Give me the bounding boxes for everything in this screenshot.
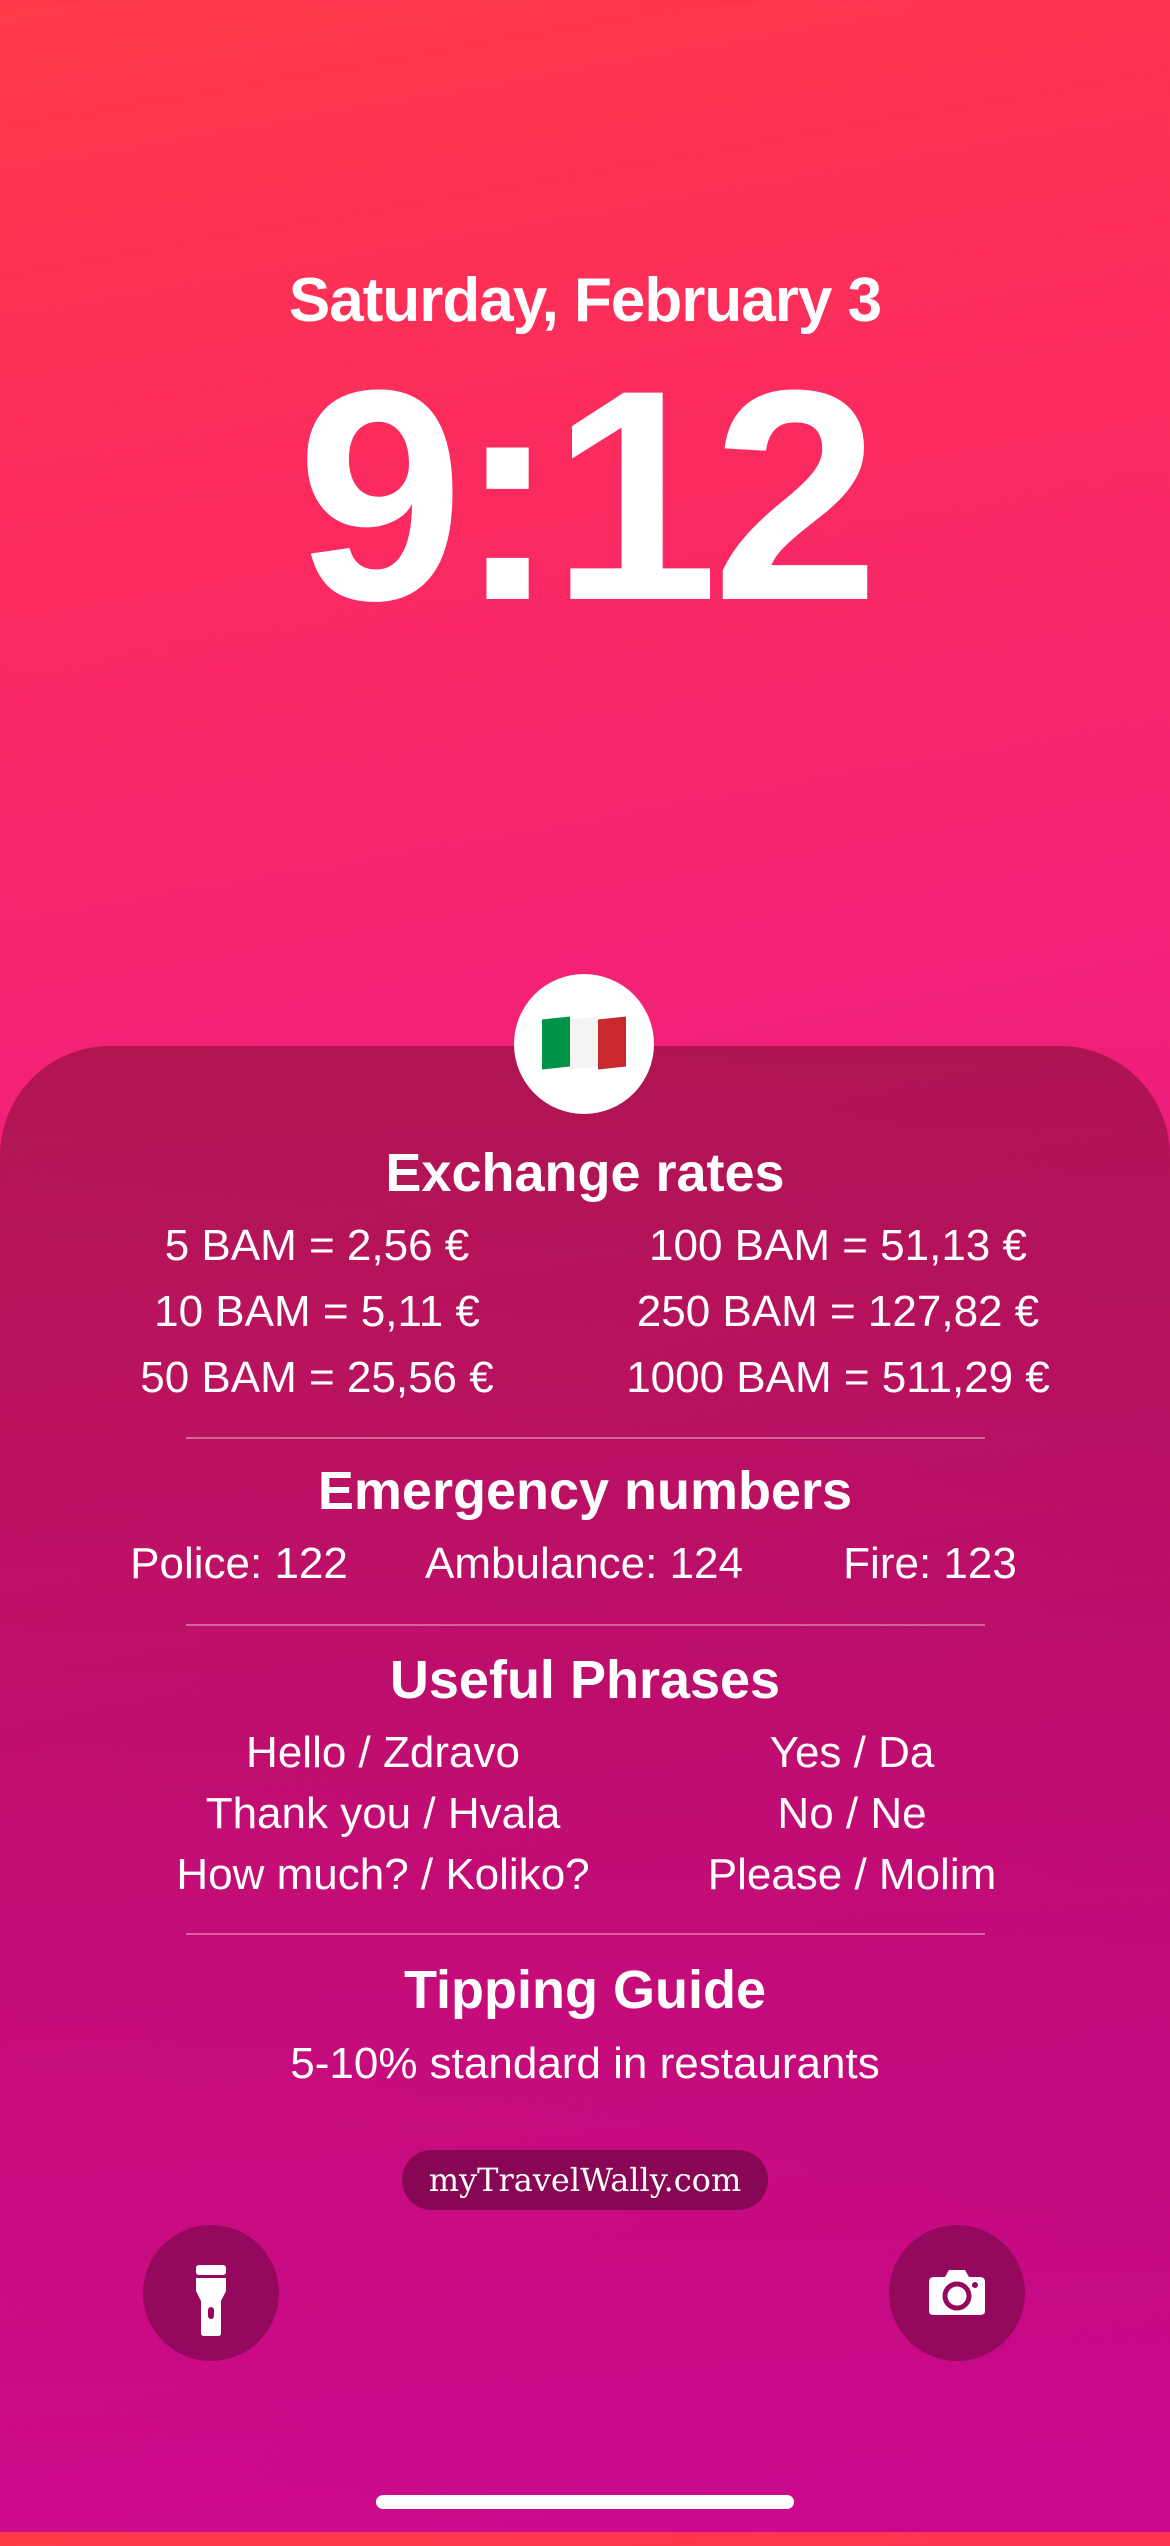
- phrase: No / Ne: [777, 1789, 927, 1838]
- phrase: How much? / Koliko?: [176, 1850, 590, 1899]
- divider: [186, 1933, 985, 1935]
- flashlight-button[interactable]: [143, 2225, 279, 2361]
- exchange-rate: 1000 BAM = 511,29 €: [626, 1353, 1050, 1402]
- lockscreen-time: 9:12: [296, 327, 879, 663]
- divider: [186, 1624, 985, 1626]
- camera-button[interactable]: [889, 2225, 1025, 2361]
- phrase: Thank you / Hvala: [205, 1789, 561, 1838]
- emergency-ambulance: Ambulance: 124: [425, 1539, 743, 1588]
- camera-icon: [929, 2270, 985, 2315]
- tipping-guide-title: Tipping Guide: [404, 1960, 766, 2020]
- exchange-rate: 5 BAM = 2,56 €: [164, 1221, 470, 1270]
- exchange-rate: 100 BAM = 51,13 €: [649, 1221, 1027, 1270]
- divider: [186, 1437, 985, 1439]
- flashlight-icon: [196, 2265, 226, 2336]
- emergency-police: Police: 122: [130, 1539, 348, 1588]
- emergency-numbers-title: Emergency numbers: [317, 1461, 853, 1521]
- exchange-rate: 250 BAM = 127,82 €: [636, 1287, 1040, 1336]
- phrase: Please / Molim: [707, 1850, 997, 1899]
- phrase: Hello / Zdravo: [246, 1728, 520, 1777]
- useful-phrases-title: Useful Phrases: [389, 1650, 781, 1710]
- exchange-rates-title: Exchange rates: [385, 1143, 785, 1203]
- home-indicator[interactable]: [376, 2495, 794, 2509]
- exchange-rate: 50 BAM = 25,56 €: [140, 1353, 494, 1402]
- lockscreen-date: Saturday, February 3: [288, 266, 882, 335]
- phrase: Yes / Da: [769, 1728, 935, 1777]
- italy-flag-icon: [514, 974, 654, 1114]
- exchange-rate: 10 BAM = 5,11 €: [154, 1287, 480, 1336]
- brand-pill: myTravelWally.com: [402, 2150, 768, 2210]
- emergency-fire: Fire: 123: [843, 1539, 1017, 1588]
- tipping-text: 5-10% standard in restaurants: [290, 2039, 880, 2088]
